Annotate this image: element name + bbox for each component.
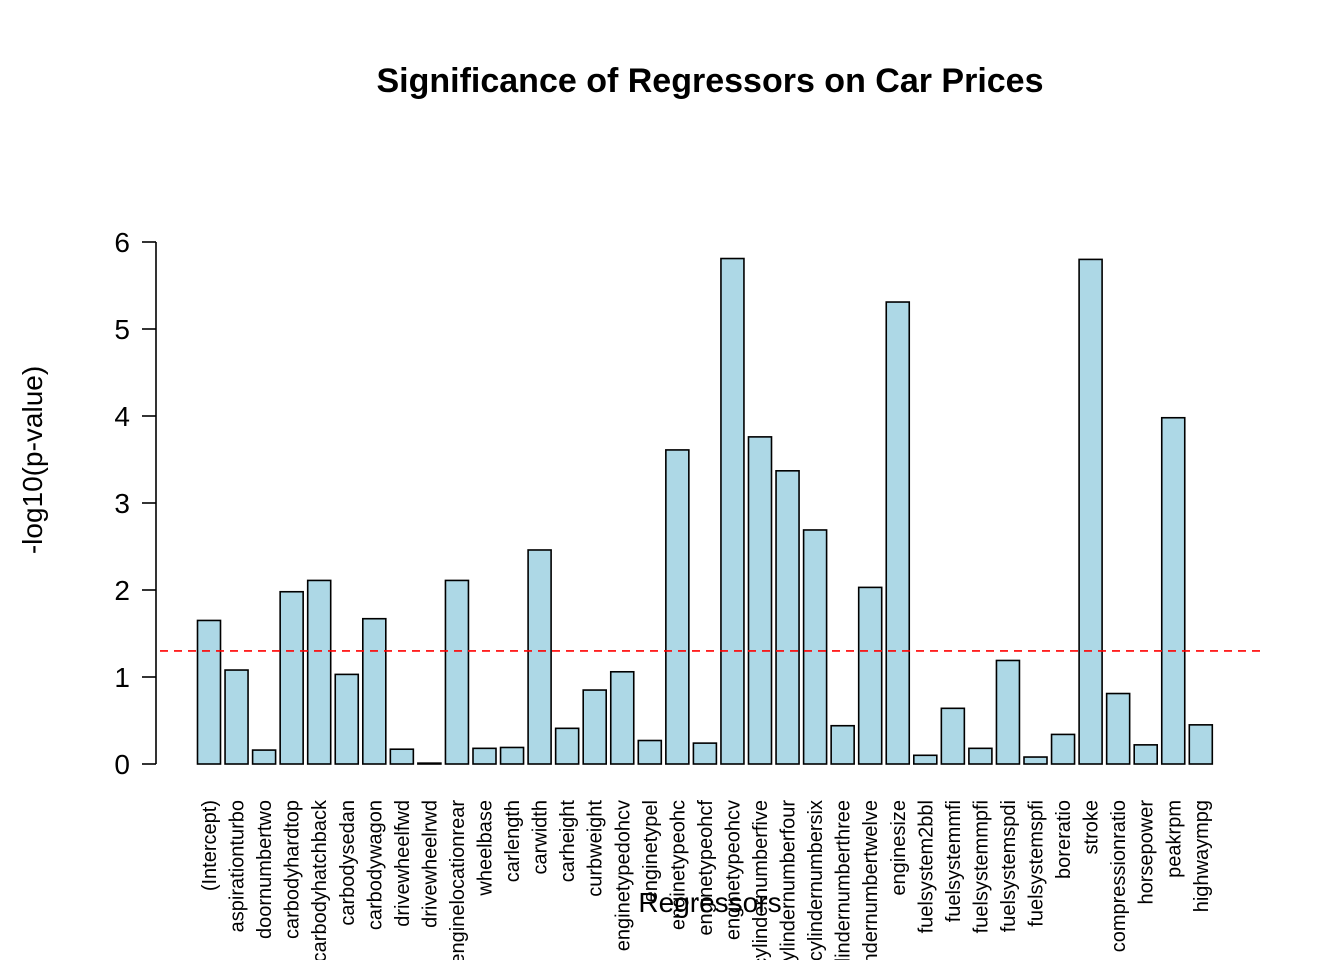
bar-compressionratio [1105,692,1131,765]
x-tick-label-5: carbodysedan [337,800,359,926]
x-axis-tick-labels: (Intercept) aspirationturbo doornumbertwo c… [199,799,1213,960]
x-tick-label-13: carheight [557,800,579,883]
y-tick-label-6: 6 [114,227,130,258]
x-tick-label-15: enginetypedohcv [612,800,634,951]
bar-doornumbertwo [251,749,277,765]
bar-carheight [554,727,580,765]
bar-stroke [1078,258,1103,765]
x-tick-label-14: curbweight [585,800,607,897]
bar-enginetypedohcv [609,670,635,765]
x-tick-label-17: enginetypeohc [667,800,689,930]
bar-cylindernumbersix [802,529,828,765]
x-tick-label-3: carbodyhardtop [282,800,304,939]
x-tick-label-9: enginelocationrear [447,800,469,960]
bar-enginetypeohc [665,449,690,765]
bar-enginetypel [637,739,663,765]
bar-carbodywagon [361,617,387,765]
y-tick-label-0: 0 [114,749,130,780]
x-tick-label-12: carwidth [530,800,552,874]
bar-intercept [196,619,222,765]
bar-highwaympg [1188,724,1214,765]
x-tick-label-18: enginetypeohcf [695,800,717,936]
bar-curbweight [582,689,608,765]
x-tick-label-28: fuelsystemmpfi [970,800,992,933]
x-tick-label-1: aspirationturbo [227,800,249,932]
bar-cylindernumberfive [747,436,773,765]
x-tick-label-30: fuelsystemspfi [1026,800,1048,927]
bar-carbodyhatchback [306,579,332,765]
x-tick-label-34: horsepower [1136,800,1158,905]
bar-carwidth [527,549,552,765]
bar-fuelsystem2bbl [912,754,938,765]
x-tick-label-16: enginetypel [640,800,662,902]
bar-carbodysedan [334,673,360,765]
chart-title: Significance of Regressors on Car Prices [376,62,1043,100]
x-tick-label-36: highwaympg [1191,800,1213,912]
x-tick-label-10: wheelbase [475,800,497,897]
x-tick-label-4: carbodyhatchback [309,799,331,960]
bar-drivewheelfwd [389,748,415,765]
bar-horsepower [1133,744,1158,765]
y-axis-ticks: 0 1 2 3 4 5 6 [114,227,156,780]
bar-enginetypeohcv [720,257,745,765]
x-tick-label-25: enginesize [888,800,910,896]
bar-fuelsystemmpfi [968,747,993,765]
x-axis-label: Regressors [638,887,781,918]
x-tick-label-21: cylindernumberfour [778,800,800,960]
x-tick-label-29: fuelsystemspdi [998,800,1020,932]
y-axis-label: -log10(p-value) [17,366,48,554]
y-tick-label-2: 2 [114,575,130,606]
bar-peakrpm [1160,416,1186,765]
bar-boreratio [1050,733,1076,765]
bar-carlength [499,746,525,765]
x-tick-label-6: carbodywagon [364,800,386,930]
x-tick-label-8: drivewheelrwd [419,800,441,928]
bar-wheelbase [472,747,497,765]
x-tick-label-26: fuelsystem2bbl [915,800,937,933]
x-tick-label-0: (Intercept) [199,800,221,891]
bar-cylindernumbertwelve [857,586,883,765]
x-tick-label-22: cylindernumbersix [805,800,827,960]
x-tick-label-23: cylindernumberthree [833,800,855,960]
bar-drivewheelrwd [417,762,442,765]
bars [196,257,1214,765]
x-tick-label-19: enginetypeohcv [722,800,744,940]
bar-enginelocationrear [444,579,470,765]
bar-carbodyhardtop [279,590,304,765]
bar-fuelsystemspdi [995,659,1021,765]
y-tick-label-3: 3 [114,488,130,519]
bar-fuelsystemspfi [1023,756,1048,765]
y-tick-label-4: 4 [114,401,130,432]
y-tick-label-1: 1 [114,662,130,693]
x-tick-label-35: peakrpm [1163,800,1185,878]
bar-fuelsystemmfi [940,707,966,765]
x-tick-label-31: boreratio [1053,800,1075,879]
x-tick-label-24: cylindernumbertwelve [860,800,882,960]
x-tick-label-33: compressionratio [1108,800,1130,952]
bar-cylindernumberthree [830,724,855,765]
bar-enginetypeohcf [692,742,718,765]
x-tick-label-27: fuelsystemmfi [943,800,965,922]
x-tick-label-7: drivewheelfwd [392,800,414,927]
x-tick-label-32: stroke [1081,800,1103,854]
x-tick-label-11: carlength [502,800,524,882]
bar-cylindernumberfour [775,470,800,765]
bar-aspirationturbo [224,669,249,765]
bar-enginesize [885,301,911,765]
x-tick-label-20: cylindernumberfive [750,800,772,960]
x-tick-label-2: doornumbertwo [254,800,276,939]
y-tick-label-5: 5 [114,314,130,345]
